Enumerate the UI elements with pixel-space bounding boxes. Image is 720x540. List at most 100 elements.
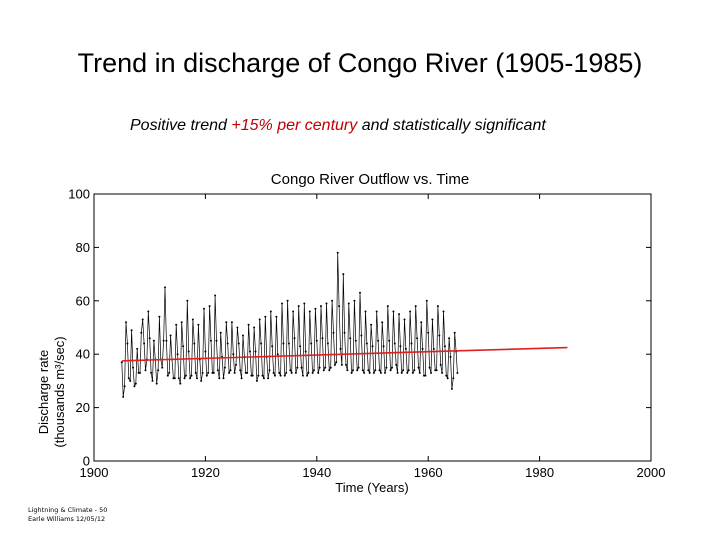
discharge-point xyxy=(363,371,366,374)
footer-line-1: Lightning & Climate - 50 xyxy=(28,506,108,514)
discharge-point xyxy=(129,379,132,382)
discharge-point xyxy=(176,353,179,356)
discharge-point xyxy=(430,371,432,374)
discharge-point xyxy=(370,323,373,326)
trend-line xyxy=(121,346,568,362)
discharge-point xyxy=(328,369,331,372)
discharge-point xyxy=(413,369,416,372)
discharge-point xyxy=(389,369,392,372)
discharge-point xyxy=(361,369,364,372)
discharge-point xyxy=(194,371,197,374)
discharge-point xyxy=(347,302,350,305)
discharge-point xyxy=(320,305,322,308)
discharge-point xyxy=(310,342,313,345)
discharge-point xyxy=(364,310,367,313)
discharge-point xyxy=(407,369,410,372)
discharge-point xyxy=(365,342,368,345)
discharge-point xyxy=(236,326,239,329)
discharge-point xyxy=(438,334,441,337)
discharge-point xyxy=(336,251,339,254)
plot-frame xyxy=(93,193,652,462)
discharge-point xyxy=(333,363,336,366)
discharge-point xyxy=(439,363,442,366)
discharge-point xyxy=(158,315,161,318)
discharge-point xyxy=(379,371,382,374)
discharge-point xyxy=(311,371,314,374)
discharge-point xyxy=(304,350,307,353)
discharge-point xyxy=(177,377,180,380)
x-tick-label: 1920 xyxy=(191,465,220,480)
discharge-point xyxy=(452,377,455,380)
discharge-point xyxy=(385,366,388,369)
discharge-point xyxy=(398,313,400,316)
slide-title: Trend in discharge of Congo River (1905-… xyxy=(77,48,643,78)
discharge-point xyxy=(446,377,449,380)
discharge-point xyxy=(189,377,192,380)
discharge-point xyxy=(186,299,189,302)
discharge-point xyxy=(218,377,221,380)
discharge-point xyxy=(229,369,232,372)
discharge-point xyxy=(144,369,147,372)
discharge-point xyxy=(306,374,309,377)
discharge-point xyxy=(172,377,175,380)
discharge-point xyxy=(299,345,302,348)
discharge-point xyxy=(372,371,375,374)
discharge-point xyxy=(204,350,207,353)
discharge-point xyxy=(375,310,378,313)
discharge-point xyxy=(240,377,243,380)
discharge-point xyxy=(356,369,359,372)
discharge-chart: Congo River Outflow vs. Time Discharge r… xyxy=(36,171,665,495)
discharge-point xyxy=(432,347,435,350)
discharge-point xyxy=(197,323,200,326)
y-tick-label: 0 xyxy=(83,454,90,469)
discharge-point xyxy=(423,374,425,377)
discharge-point xyxy=(292,310,295,313)
discharge-point xyxy=(233,371,236,374)
discharge-point xyxy=(278,371,281,374)
x-tick-label: 1940 xyxy=(302,465,331,480)
discharge-point xyxy=(279,374,282,377)
discharge-point xyxy=(338,305,341,308)
discharge-point xyxy=(143,342,146,345)
discharge-point xyxy=(297,305,300,308)
discharge-point xyxy=(409,310,412,313)
discharge-point xyxy=(427,331,430,334)
discharge-point xyxy=(349,337,352,340)
discharge-point xyxy=(162,339,165,342)
discharge-point xyxy=(137,371,140,374)
discharge-point xyxy=(326,342,329,345)
discharge-point xyxy=(456,371,459,374)
discharge-point xyxy=(371,345,374,348)
discharge-point xyxy=(367,369,370,372)
discharge-point xyxy=(226,342,229,345)
discharge-point xyxy=(384,371,386,374)
discharge-point xyxy=(287,342,290,345)
discharge-point xyxy=(453,331,456,334)
discharge-point xyxy=(285,371,288,374)
discharge-point xyxy=(210,339,212,342)
discharge-point xyxy=(386,305,389,308)
y-axis-label: Discharge rate (thousands m³/sec) xyxy=(36,336,67,447)
discharge-point xyxy=(207,371,210,374)
discharge-point xyxy=(296,366,299,369)
discharge-point xyxy=(345,363,347,366)
discharge-point xyxy=(235,363,237,366)
discharge-point xyxy=(324,366,327,369)
discharge-point xyxy=(368,371,371,374)
discharge-point xyxy=(216,369,219,372)
discharge-point xyxy=(420,321,423,324)
discharge-point xyxy=(122,395,125,398)
discharge-point xyxy=(448,337,451,340)
discharge-point xyxy=(212,371,215,374)
discharge-point xyxy=(222,377,225,380)
discharge-point xyxy=(339,347,342,350)
discharge-point xyxy=(411,371,414,374)
discharge-point xyxy=(268,369,271,372)
discharge-point xyxy=(425,299,428,302)
discharge-point xyxy=(443,345,446,348)
discharge-point xyxy=(342,273,345,276)
discharge-point xyxy=(260,342,263,345)
discharge-point xyxy=(315,339,318,342)
discharge-point xyxy=(335,361,338,364)
y-tick-label: 100 xyxy=(68,187,90,202)
